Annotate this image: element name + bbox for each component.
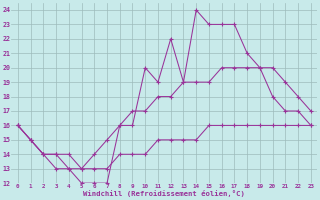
X-axis label: Windchill (Refroidissement éolien,°C): Windchill (Refroidissement éolien,°C) (84, 190, 245, 197)
